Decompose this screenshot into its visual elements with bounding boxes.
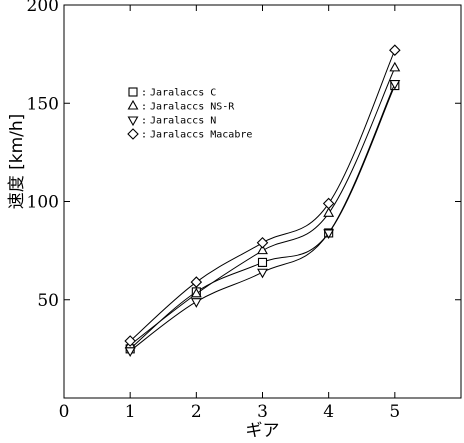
axes: 0 1 2 3 4 5 50 100 150 200 ギア 速度 [km/h] bbox=[7, 0, 462, 441]
x-tick-label: 5 bbox=[389, 402, 400, 422]
series-diamond bbox=[124, 44, 401, 347]
legend-marker bbox=[127, 99, 139, 110]
legend-series-name: Jaralaccs C bbox=[150, 88, 216, 99]
x-tick-label: 1 bbox=[125, 402, 136, 422]
legend-label: : Jaralaccs Macabre bbox=[141, 130, 252, 141]
legend-marker bbox=[127, 116, 139, 127]
series-layer bbox=[124, 44, 401, 357]
legend: : Jaralaccs C: Jaralaccs NS-R: Jaralaccs N:… bbox=[127, 87, 252, 141]
y-tick-label: 100 bbox=[27, 193, 59, 213]
data-point bbox=[124, 347, 136, 357]
legend-series-name: Jaralaccs NS-R bbox=[150, 102, 235, 113]
data-point bbox=[389, 80, 401, 90]
data-point bbox=[323, 229, 335, 240]
plot-frame bbox=[63, 4, 462, 399]
series-line bbox=[129, 83, 396, 352]
legend-separator: : bbox=[141, 88, 147, 99]
legend-marker bbox=[128, 87, 138, 97]
legend-separator: : bbox=[141, 130, 147, 141]
data-point bbox=[257, 268, 268, 279]
data-point bbox=[323, 207, 335, 217]
x-tick-label: 3 bbox=[257, 402, 268, 422]
y-tick-label: 50 bbox=[37, 291, 59, 311]
y-tick-label: 200 bbox=[27, 0, 59, 16]
x-tick-label: 0 bbox=[59, 402, 70, 422]
data-point bbox=[257, 257, 268, 267]
series-line bbox=[129, 85, 396, 350]
data-point bbox=[190, 298, 202, 308]
series-triangle-down bbox=[124, 80, 401, 357]
legend-marker bbox=[127, 128, 139, 140]
series-line bbox=[129, 49, 396, 342]
legend-separator: : bbox=[141, 102, 147, 113]
data-point bbox=[389, 61, 401, 72]
legend-label: : Jaralaccs N bbox=[141, 116, 216, 127]
data-point bbox=[389, 44, 401, 56]
y-tick-label: 150 bbox=[27, 94, 59, 114]
x-tick-label: 2 bbox=[191, 402, 202, 422]
legend-label: : Jaralaccs C bbox=[141, 88, 216, 99]
legend-separator: : bbox=[141, 116, 147, 127]
legend-label: : Jaralaccs NS-R bbox=[141, 102, 235, 113]
data-point bbox=[190, 276, 203, 288]
data-point bbox=[322, 197, 335, 210]
x-tick-label: 4 bbox=[323, 402, 334, 422]
data-point bbox=[257, 244, 268, 255]
series-line bbox=[129, 67, 396, 346]
y-axis-title: 速度 [km/h] bbox=[7, 114, 27, 210]
x-axis-title: ギア bbox=[246, 421, 280, 441]
legend-series-name: Jaralaccs Macabre bbox=[150, 130, 252, 141]
data-point bbox=[256, 236, 269, 249]
data-point bbox=[124, 335, 136, 347]
legend-series-name: Jaralaccs N bbox=[150, 116, 216, 127]
data-point bbox=[190, 287, 202, 298]
